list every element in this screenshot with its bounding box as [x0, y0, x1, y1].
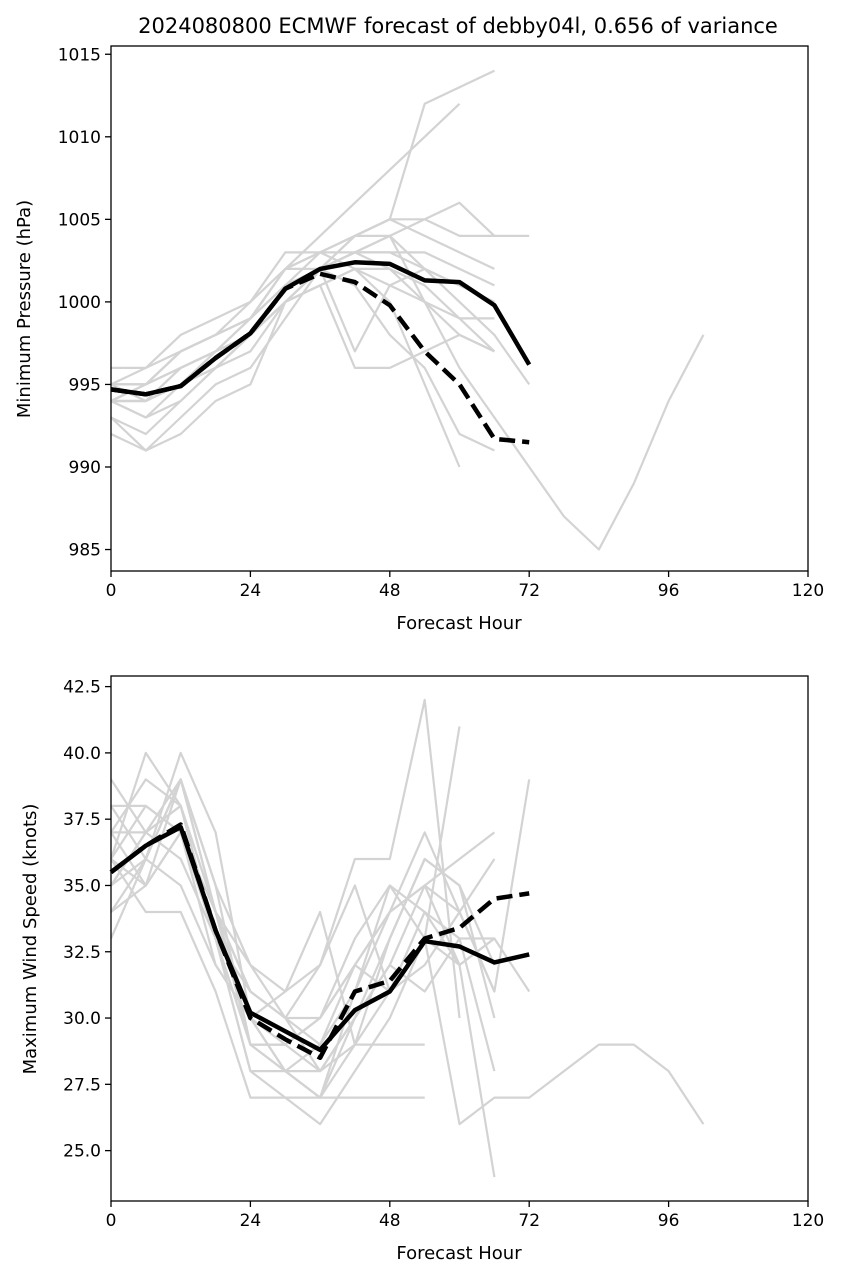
pressure-dashed-series-line	[110, 271, 530, 445]
pressure-ensemble-member-line-12	[111, 218, 495, 386]
pressure-x-axis-label: Forecast Hour	[396, 613, 522, 634]
wind-y-tick-label: 42.5	[63, 678, 101, 698]
pressure-y-tick-label: 1000	[58, 293, 101, 313]
pressure-panel: Forecast Hour Minimum Pressure (hPa) 0 24…	[14, 45, 824, 634]
wind-y-tick-label: 37.5	[63, 810, 101, 830]
wind-y-axis-label: Maximum Wind Speed (knots)	[20, 804, 41, 1075]
wind-panel: Forecast Hour Maximum Wind Speed (knots)…	[20, 675, 824, 1264]
pressure-x-tick-label: 0	[106, 581, 117, 601]
wind-y-tick-label: 40.0	[63, 744, 101, 764]
wind-y-tick-label: 25.0	[63, 1142, 101, 1162]
pressure-plot-frame	[110, 45, 809, 572]
wind-ensemble-member-line-13	[110, 857, 425, 1073]
pressure-x-tick-label: 120	[792, 581, 824, 601]
pressure-x-tick-label: 72	[518, 581, 540, 601]
pressure-x-tick-label: 96	[658, 581, 680, 601]
pressure-y-tick-label: 990	[69, 458, 101, 478]
pressure-ensemble-member-line-13	[111, 284, 495, 403]
pressure-y-tick-label: 985	[69, 541, 101, 561]
pressure-ensemble-member-line-15	[110, 251, 496, 402]
pressure-y-tick-label: 1005	[58, 210, 101, 230]
chart-title: 2024080800 ECMWF forecast of debby04l, 0…	[138, 14, 778, 38]
wind-x-tick-label: 24	[240, 1211, 262, 1231]
wind-x-tick-label: 96	[658, 1211, 680, 1231]
wind-ensemble-member-line-11	[110, 778, 496, 1072]
pressure-ensemble-member-line-0	[110, 69, 495, 386]
wind-x-tick-label: 72	[518, 1211, 540, 1231]
wind-y-tick-label: 30.0	[63, 1009, 101, 1029]
pressure-x-tick-label: 24	[240, 581, 262, 601]
pressure-y-tick-label: 995	[69, 375, 101, 395]
wind-ensemble-member-line-7	[110, 858, 425, 1099]
wind-x-axis-label: Forecast Hour	[396, 1243, 522, 1264]
wind-x-tick-label: 0	[106, 1211, 117, 1231]
wind-y-tick-label: 27.5	[63, 1075, 101, 1095]
wind-dashed-series-line	[109, 822, 530, 1061]
wind-ensemble-member-line-4	[109, 726, 461, 1046]
pressure-ensemble-member-line-14	[110, 251, 495, 452]
wind-x-tick-label: 48	[379, 1211, 401, 1231]
wind-ensemble-member-line-6	[110, 778, 496, 1178]
pressure-y-axis-label: Minimum Pressure (hPa)	[14, 200, 35, 418]
wind-x-tick-label: 120	[792, 1211, 824, 1231]
wind-ensemble-member-line-14	[111, 778, 496, 1020]
pressure-y-tick-label: 1010	[58, 128, 101, 148]
wind-ensemble-member-line-12	[110, 804, 531, 1073]
wind-y-tick-label: 35.0	[63, 876, 101, 896]
pressure-ensemble-member-line-2	[111, 234, 705, 551]
pressure-y-tick-label: 1015	[58, 45, 101, 65]
pressure-ensemble-member-line-3	[111, 218, 530, 386]
wind-y-tick-label: 32.5	[63, 943, 101, 963]
pressure-x-tick-label: 48	[379, 581, 401, 601]
wind-plot-frame	[110, 675, 809, 1202]
pressure-ensemble-member-line-4	[111, 201, 496, 403]
